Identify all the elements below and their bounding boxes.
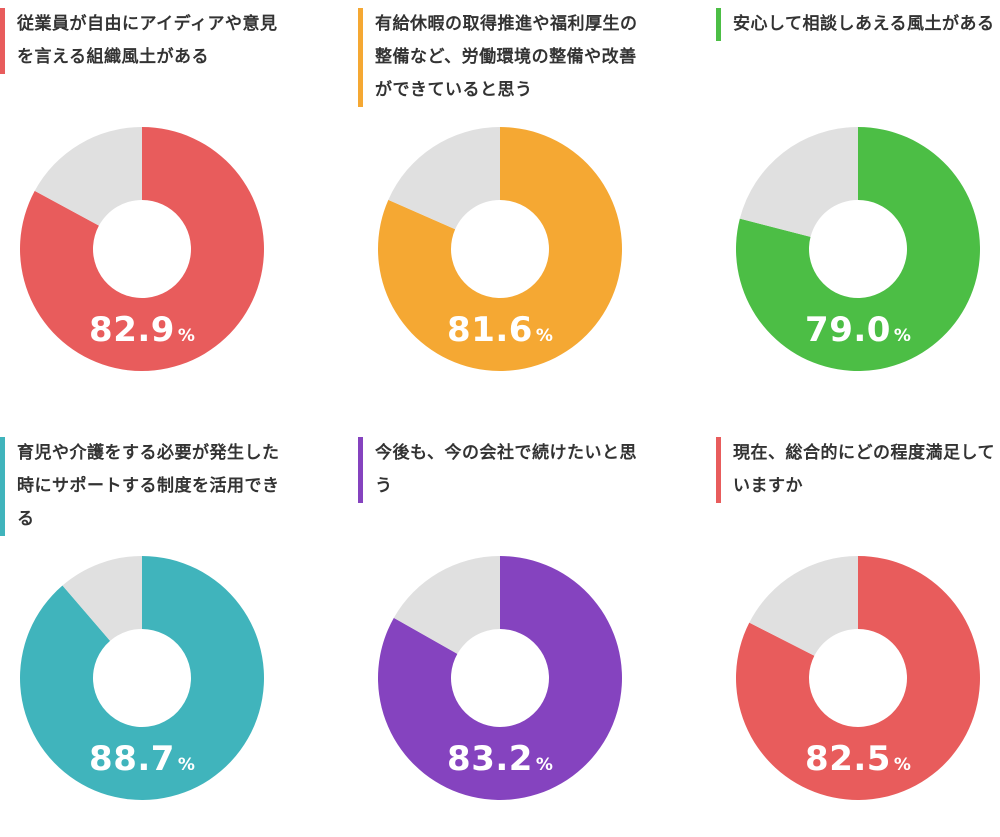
donut-slice-rest bbox=[62, 556, 142, 641]
percent-value: 79.0 bbox=[805, 310, 891, 350]
percent-value: 82.9 bbox=[89, 310, 175, 350]
donut-slice-rest bbox=[34, 127, 142, 226]
percent-readout: 88.7% bbox=[0, 739, 284, 779]
percent-readout: 82.9% bbox=[0, 310, 284, 350]
donut-chart bbox=[19, 556, 264, 800]
donut-chart bbox=[378, 556, 622, 800]
percent-value: 88.7 bbox=[89, 739, 175, 779]
donut-slice-value bbox=[736, 556, 980, 800]
donut-chart bbox=[20, 127, 264, 371]
percent-readout: 79.0% bbox=[716, 310, 1000, 350]
donut-chart bbox=[736, 556, 980, 800]
percent-readout: 81.6% bbox=[358, 310, 642, 350]
percent-value: 81.6 bbox=[447, 310, 533, 350]
panel-3: 安心して相談しあえる風土がある 79.0% bbox=[716, 8, 1000, 408]
question-label: 従業員が自由にアイディアや意見を言える組織風土がある bbox=[0, 8, 287, 74]
question-label: 安心して相談しあえる風土がある bbox=[716, 8, 1000, 41]
donut-chart bbox=[378, 127, 622, 371]
donut-slice-rest bbox=[388, 127, 500, 230]
donut-slice-value bbox=[19, 556, 264, 800]
question-label: 有給休暇の取得推進や福利厚生の整備など、労働環境の整備や改善ができていると思う bbox=[358, 8, 645, 107]
percent-unit: % bbox=[177, 326, 195, 346]
percent-value: 83.2 bbox=[447, 739, 533, 779]
panel-1: 従業員が自由にアイディアや意見を言える組織風土がある 82.9% bbox=[0, 8, 300, 408]
donut-slice-rest bbox=[749, 556, 858, 656]
question-label: 現在、総合的にどの程度満足していますか bbox=[716, 437, 1000, 503]
donut-slice-rest bbox=[739, 127, 858, 237]
percent-value: 82.5 bbox=[805, 739, 891, 779]
percent-unit: % bbox=[893, 326, 911, 346]
panel-4: 育児や介護をする必要が発生した時にサポートする制度を活用できる 88.7% bbox=[0, 437, 300, 837]
percent-unit: % bbox=[535, 326, 553, 346]
percent-unit: % bbox=[893, 755, 911, 775]
percent-unit: % bbox=[535, 755, 553, 775]
question-label: 育児や介護をする必要が発生した時にサポートする制度を活用できる bbox=[0, 437, 287, 536]
donut-slice-value bbox=[378, 127, 622, 371]
panel-6: 現在、総合的にどの程度満足していますか 82.5% bbox=[716, 437, 1000, 837]
percent-unit: % bbox=[177, 755, 195, 775]
percent-readout: 82.5% bbox=[716, 739, 1000, 779]
donut-slice-rest bbox=[393, 556, 500, 654]
panel-5: 今後も、今の会社で続けたいと思う 83.2% bbox=[358, 437, 658, 837]
donut-chart bbox=[736, 127, 980, 371]
donut-slice-value bbox=[378, 556, 622, 800]
question-label: 今後も、今の会社で続けたいと思う bbox=[358, 437, 645, 503]
panel-2: 有給休暇の取得推進や福利厚生の整備など、労働環境の整備や改善ができていると思う … bbox=[358, 8, 658, 408]
percent-readout: 83.2% bbox=[358, 739, 642, 779]
donut-slice-value bbox=[736, 127, 980, 371]
donut-slice-value bbox=[20, 127, 264, 371]
